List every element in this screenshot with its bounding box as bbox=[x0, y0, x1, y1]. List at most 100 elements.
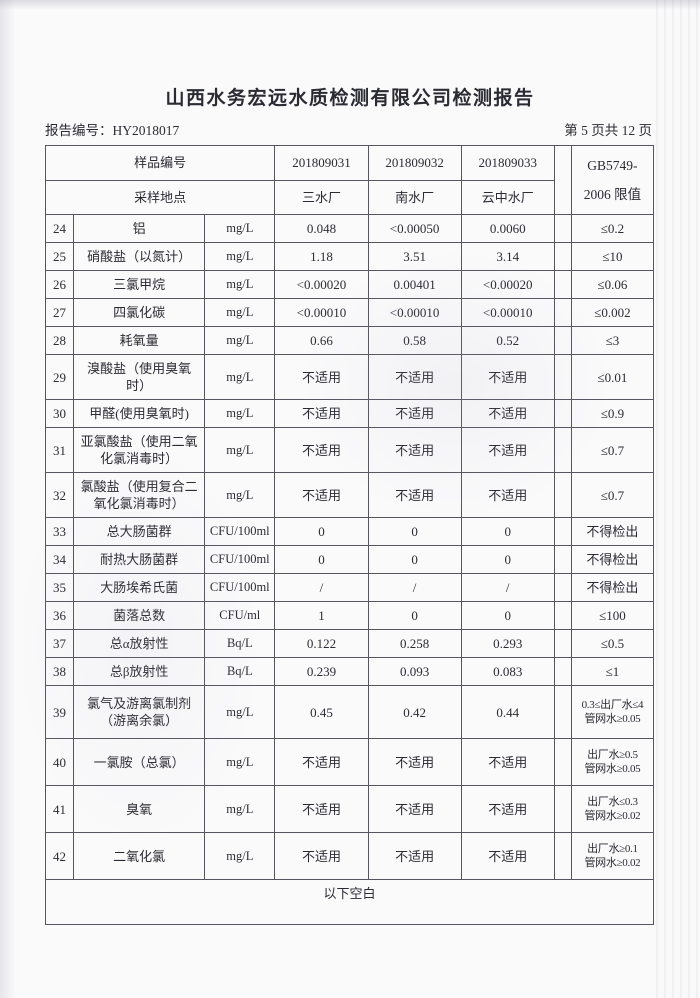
value-plant-3: 0.52 bbox=[460, 326, 555, 355]
value-plant-3: <0.00010 bbox=[460, 298, 555, 327]
table-row: 29 溴酸盐（使用臭氧时） mg/L 不适用 不适用 不适用 ≤0.01 bbox=[44, 354, 655, 400]
value-plant-3: 不适用 bbox=[460, 832, 555, 880]
limit-value: ≤10 bbox=[570, 242, 655, 271]
value-plant-2: 不适用 bbox=[367, 738, 462, 786]
page-indicator: 第 5 页共 12 页 bbox=[564, 123, 652, 138]
footer-note: 以下空白 bbox=[45, 879, 654, 925]
limit-value: ≤0.5 bbox=[570, 629, 655, 658]
parameter-name: 亚氯酸盐（使用二氧化氯消毒时） bbox=[73, 427, 206, 473]
value-plant-2: 3.51 bbox=[367, 242, 462, 271]
row-number: 42 bbox=[44, 832, 75, 880]
table-row: 25 硝酸盐（以氮计） mg/L 1.18 3.51 3.14 ≤10 bbox=[44, 242, 655, 271]
table-row: 39 氯气及游离氯制剂（游离余氯） mg/L 0.45 0.42 0.44 0.… bbox=[44, 685, 655, 739]
value-plant-1: <0.00010 bbox=[274, 298, 369, 327]
unit: mg/L bbox=[204, 832, 276, 880]
parameter-name: 耐热大肠菌群 bbox=[73, 545, 206, 574]
value-plant-3: 不适用 bbox=[460, 354, 555, 400]
sample-id-2: 201809032 bbox=[367, 145, 462, 181]
parameter-name: 一氯胺（总氯） bbox=[73, 738, 206, 786]
parameter-name: 硝酸盐（以氮计） bbox=[73, 242, 206, 271]
separator-cell bbox=[553, 214, 572, 243]
row-number: 37 bbox=[44, 629, 75, 658]
header-row-sample-id: 样品编号 201809031 201809032 201809033 GB574… bbox=[44, 145, 655, 215]
value-plant-3: 不适用 bbox=[460, 427, 555, 473]
unit: mg/L bbox=[204, 270, 276, 299]
table-row: 35 大肠埃希氏菌 CFU/100ml / / / 不得检出 bbox=[44, 573, 655, 602]
unit: mg/L bbox=[204, 242, 276, 271]
parameter-name: 铝 bbox=[73, 214, 206, 243]
unit: mg/L bbox=[204, 354, 276, 400]
row-number: 30 bbox=[44, 399, 75, 428]
unit: CFU/100ml bbox=[204, 517, 276, 546]
value-plant-2: 0.00401 bbox=[367, 270, 462, 299]
row-number: 26 bbox=[44, 270, 75, 299]
limit-header-line2: 2006 限值 bbox=[583, 187, 642, 202]
footer-row: 以下空白 bbox=[45, 879, 654, 925]
row-number: 32 bbox=[44, 472, 75, 518]
value-plant-1: <0.00020 bbox=[274, 270, 369, 299]
value-plant-1: 0.66 bbox=[274, 326, 369, 355]
unit: mg/L bbox=[204, 738, 276, 786]
unit: mg/L bbox=[204, 472, 276, 518]
location-2: 南水厂 bbox=[367, 179, 462, 215]
parameter-name: 臭氧 bbox=[73, 785, 206, 833]
table-row: 41 臭氧 mg/L 不适用 不适用 不适用 出厂水≤0.3 管网水≥0.02 bbox=[44, 785, 655, 833]
parameter-name: 耗氧量 bbox=[73, 326, 206, 355]
table-row: 26 三氯甲烷 mg/L <0.00020 0.00401 <0.00020 ≤… bbox=[44, 270, 655, 299]
value-plant-3: / bbox=[460, 573, 555, 602]
limit-value: ≤0.002 bbox=[570, 298, 655, 327]
parameter-name: 氯酸盐（使用复合二氧化氯消毒时） bbox=[73, 472, 206, 518]
row-number: 24 bbox=[44, 214, 75, 243]
value-plant-1: 0.45 bbox=[274, 685, 369, 739]
unit: mg/L bbox=[204, 214, 276, 243]
value-plant-3: <0.00020 bbox=[460, 270, 555, 299]
table-row: 28 耗氧量 mg/L 0.66 0.58 0.52 ≤3 bbox=[44, 326, 655, 355]
table-row: 40 一氯胺（总氯） mg/L 不适用 不适用 不适用 出厂水≥0.5 管网水≥0… bbox=[44, 738, 655, 786]
parameter-name: 甲醛(使用臭氧时) bbox=[73, 399, 206, 428]
table-row: 24 铝 mg/L 0.048 <0.00050 0.0060 ≤0.2 bbox=[44, 214, 655, 243]
parameter-name: 四氯化碳 bbox=[73, 298, 206, 327]
limit-value: ≤0.2 bbox=[570, 214, 655, 243]
row-number: 40 bbox=[44, 738, 75, 786]
report-number: 报告编号：HY2018017 bbox=[45, 123, 180, 138]
value-plant-1: 1.18 bbox=[274, 242, 369, 271]
value-plant-2: 0.42 bbox=[367, 685, 462, 739]
unit: CFU/ml bbox=[204, 601, 276, 630]
value-plant-2: / bbox=[367, 573, 462, 602]
value-plant-2: <0.00010 bbox=[367, 298, 462, 327]
page-title: 山西水务宏远水质检测有限公司检测报告 bbox=[165, 88, 535, 109]
report-meta: 报告编号：HY2018017 第 5 页共 12 页 bbox=[45, 119, 652, 139]
limit-value: ≤0.01 bbox=[570, 354, 655, 400]
value-plant-3: 0.0060 bbox=[460, 214, 555, 243]
separator-cell bbox=[553, 427, 572, 473]
separator-cell bbox=[553, 242, 572, 271]
value-plant-2: <0.00050 bbox=[367, 214, 462, 243]
value-plant-2: 0 bbox=[367, 517, 462, 546]
separator-cell bbox=[553, 832, 572, 880]
value-plant-1: 不适用 bbox=[274, 738, 369, 786]
header-row-location: 采样地点 三水厂 南水厂 云中水厂 bbox=[44, 179, 654, 215]
limit-value: 不得检出 bbox=[570, 573, 655, 602]
table-row: 31 亚氯酸盐（使用二氧化氯消毒时） mg/L 不适用 不适用 不适用 ≤0.7 bbox=[44, 427, 655, 473]
value-plant-3: 0 bbox=[460, 601, 555, 630]
table-row: 32 氯酸盐（使用复合二氧化氯消毒时） mg/L 不适用 不适用 不适用 ≤0.… bbox=[44, 472, 655, 518]
sample-id-1: 201809031 bbox=[274, 145, 369, 181]
separator-cell bbox=[553, 785, 572, 833]
table-row: 30 甲醛(使用臭氧时) mg/L 不适用 不适用 不适用 ≤0.9 bbox=[44, 399, 655, 428]
row-number: 27 bbox=[44, 298, 75, 327]
limit-value: 不得检出 bbox=[570, 517, 655, 546]
limit-value: ≤1 bbox=[570, 657, 655, 686]
row-number: 28 bbox=[44, 326, 75, 355]
value-plant-2: 0.58 bbox=[367, 326, 462, 355]
row-number: 41 bbox=[44, 785, 75, 833]
value-plant-1: / bbox=[274, 573, 369, 602]
row-number: 31 bbox=[44, 427, 75, 473]
table-row: 27 四氯化碳 mg/L <0.00010 <0.00010 <0.00010 … bbox=[44, 298, 655, 327]
value-plant-1: 不适用 bbox=[274, 354, 369, 400]
limit-value: ≤0.7 bbox=[570, 427, 655, 473]
separator-cell bbox=[553, 657, 572, 686]
parameter-name: 三氯甲烷 bbox=[73, 270, 206, 299]
parameter-name: 总α放射性 bbox=[73, 629, 206, 658]
value-plant-1: 不适用 bbox=[274, 472, 369, 518]
value-plant-2: 0 bbox=[367, 545, 462, 574]
